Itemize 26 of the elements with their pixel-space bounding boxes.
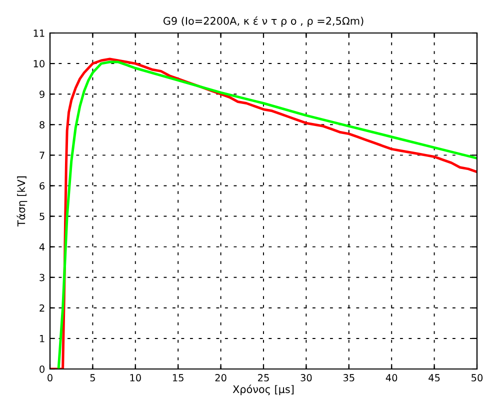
x-tick-label: 5: [90, 374, 95, 382]
y-tick-label: 0: [40, 365, 44, 373]
x-tick-label: 40: [386, 374, 398, 382]
x-tick-label: 20: [215, 374, 226, 382]
y-tick-label: 10: [34, 60, 44, 68]
chart-title: G9 (Io=2200A, κ έ ν τ ρ ο , ρ =2,5Ωm): [163, 16, 364, 27]
y-tick-label: 6: [40, 182, 45, 190]
y-tick-label: 11: [34, 30, 44, 37]
x-tick-label: 15: [172, 374, 184, 382]
y-tick-label: 2: [40, 304, 44, 312]
y-tick-label: 4: [39, 243, 45, 251]
y-tick-label: 5: [40, 212, 44, 220]
x-tick-label: 0: [48, 374, 52, 382]
y-tick-label: 3: [40, 274, 44, 282]
x-tick-label: 10: [130, 374, 141, 382]
y-tick-label: 9: [40, 90, 44, 98]
y-tick-label: 7: [40, 152, 44, 159]
x-tick-label: 50: [472, 374, 483, 382]
y-axis-title: Τάση [kV]: [16, 176, 28, 227]
y-tick-label: 1: [40, 335, 44, 342]
x-tick-label: 35: [343, 374, 354, 382]
x-tick-label: 45: [428, 374, 440, 382]
y-tick-label: 8: [40, 121, 44, 128]
x-tick-label: 25: [258, 374, 269, 382]
x-axis-title: Χρόνος [μs]: [232, 384, 294, 396]
x-tick-label: 30: [300, 374, 312, 382]
